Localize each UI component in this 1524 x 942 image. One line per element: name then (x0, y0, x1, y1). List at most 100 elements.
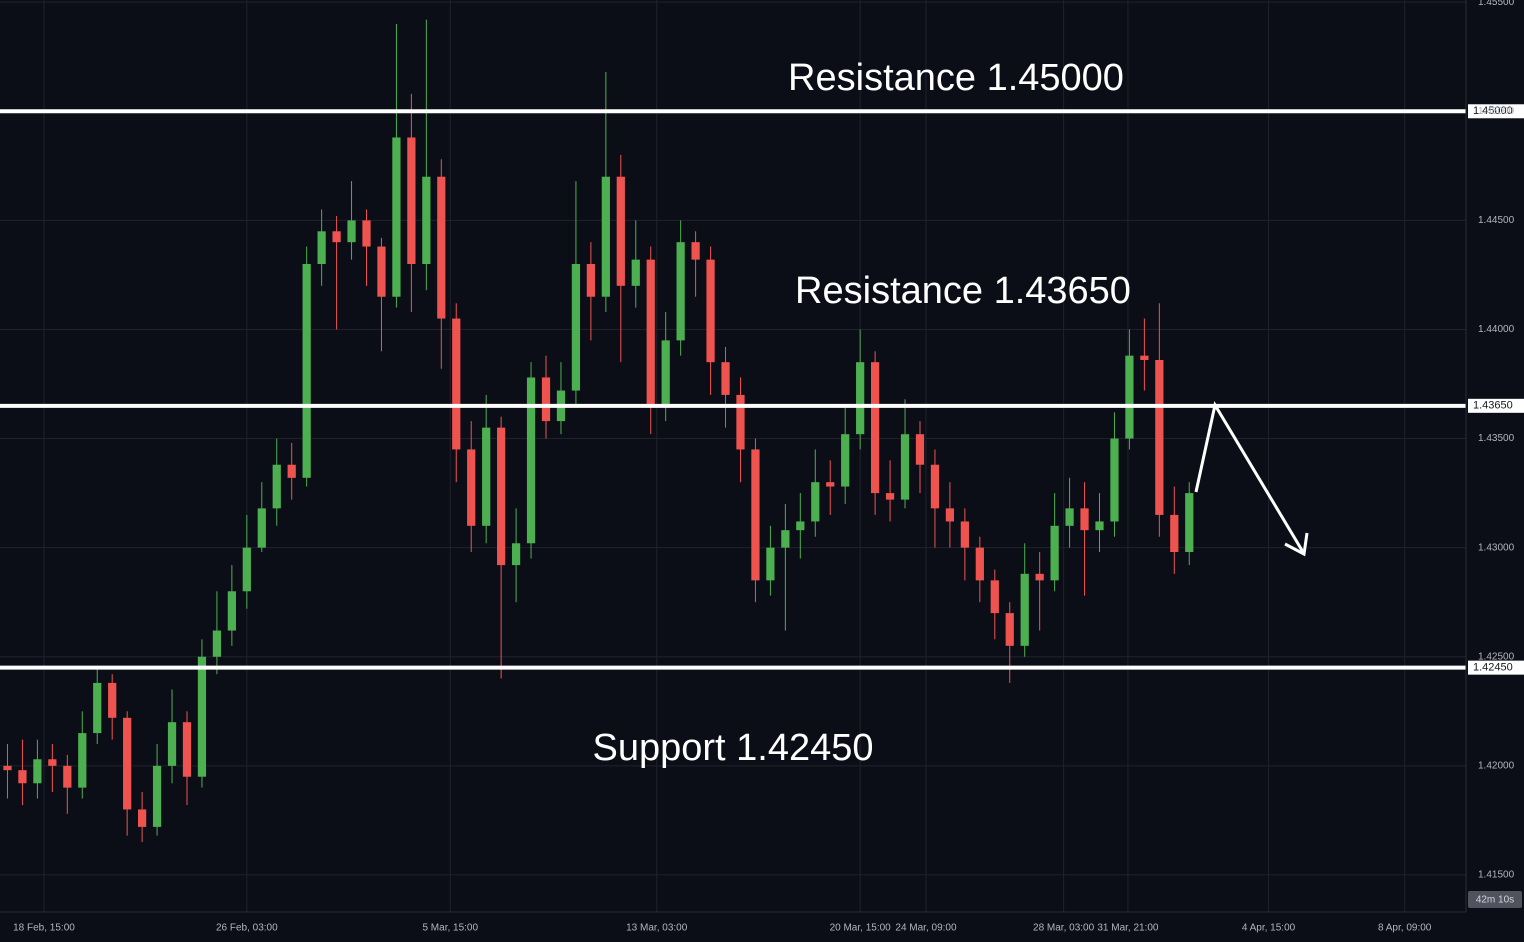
candle-body (212, 630, 222, 657)
projection-arrow (1194, 400, 1305, 553)
countdown: 42m 10s (1476, 895, 1514, 906)
candle-body (287, 464, 296, 478)
x-tick-label: 31 Mar, 21:00 (1097, 923, 1159, 934)
y-tick-label: 1.45500 (1478, 0, 1515, 8)
candles (3, 19, 1194, 843)
candle-body (63, 765, 72, 788)
candle-body (661, 340, 670, 406)
candle-body (1110, 438, 1119, 522)
candle-body (347, 220, 356, 243)
level-annotation: Support 1.42450 (592, 727, 873, 769)
candle-body (332, 231, 341, 243)
levels: 1.45000 Resistance 1.45000 1.43650 Resistan… (0, 57, 1524, 769)
x-tick-label: 4 Apr, 15:00 (1242, 923, 1296, 934)
candle-body (960, 521, 969, 548)
candle-body (197, 656, 207, 777)
candle-body (3, 765, 12, 771)
candle-body (257, 508, 266, 548)
candle-body (571, 264, 581, 391)
candle-body (1035, 573, 1044, 581)
x-tick-label: 13 Mar, 03:00 (626, 923, 688, 934)
candle-body (900, 434, 910, 500)
candle-body (377, 246, 386, 297)
candle-body (137, 809, 147, 827)
countdown-box (1468, 891, 1522, 908)
candle-body (856, 362, 865, 435)
candle-body (182, 722, 192, 777)
x-tick-label: 20 Mar, 15:00 (830, 923, 892, 934)
candle-body (736, 394, 745, 450)
candle-body (93, 682, 102, 734)
candle-body (362, 220, 371, 247)
level-label-box (1468, 398, 1524, 413)
candle-body (1170, 514, 1179, 552)
candle-body (78, 733, 87, 788)
candle-body (586, 264, 596, 297)
candle-body (452, 318, 461, 450)
candle-body (915, 434, 925, 465)
level-annotation: Resistance 1.45000 (788, 57, 1124, 99)
level-annotation: Resistance 1.43650 (795, 270, 1131, 312)
candle-body (691, 242, 700, 260)
y-tick-label: 1.43000 (1478, 542, 1515, 553)
candle-body (601, 176, 610, 297)
candle-body (841, 434, 850, 487)
candle-body (751, 449, 760, 581)
x-tick-label: 28 Mar, 03:00 (1033, 923, 1095, 934)
candle-body (467, 449, 476, 526)
y-tick-label: 1.44500 (1478, 215, 1515, 226)
candle-body (646, 259, 655, 406)
candle-body (167, 722, 177, 766)
level-axis-label: 1.42450 (1473, 662, 1513, 674)
candle-body (945, 508, 955, 522)
candle-body (18, 770, 27, 784)
candle-body (541, 377, 551, 422)
x-tick-label: 26 Feb, 03:00 (216, 923, 278, 934)
candle-body (1080, 508, 1089, 531)
candle-body (796, 521, 805, 531)
candle-body (1155, 360, 1164, 515)
candle-body (497, 427, 506, 566)
axes: 1.41500 1.42000 1.42500 1.43000 1.43500 1.440… (13, 0, 1514, 934)
candle-body (48, 759, 57, 766)
y-tick-label: 1.42500 (1478, 651, 1515, 662)
candle-body (227, 591, 236, 631)
candle-body (272, 464, 281, 509)
level-axis-label: 1.43650 (1473, 400, 1513, 412)
level-label-box (1468, 104, 1524, 119)
candle-body (975, 547, 984, 581)
candle-body (1005, 613, 1014, 646)
candle-body (885, 493, 895, 500)
candle-body (811, 482, 820, 522)
x-tick-label: 18 Feb, 15:00 (13, 923, 75, 934)
candle-body (1065, 508, 1074, 526)
candle-body (482, 427, 491, 526)
candle-body (826, 482, 835, 487)
candle-body (990, 580, 999, 614)
candle-body (242, 547, 251, 592)
candle-body (123, 717, 132, 810)
arrow-head (1284, 532, 1309, 557)
candle-body (706, 259, 715, 363)
candle-body (152, 765, 162, 827)
candle-body (721, 362, 730, 395)
x-tick-label: 5 Mar, 15:00 (422, 923, 478, 934)
candle-body (1185, 493, 1194, 552)
candle-body (616, 176, 625, 286)
candle-body (631, 259, 640, 286)
candle-body (437, 176, 446, 319)
level-label-box (1468, 660, 1524, 675)
candle-body (676, 242, 685, 341)
candle-body (1140, 355, 1149, 360)
level-axis-label: 1.45000 (1473, 105, 1513, 117)
candle-body (1020, 573, 1029, 646)
x-tick-label: 8 Apr, 09:00 (1378, 923, 1432, 934)
candle-body (526, 377, 536, 544)
candle-body (302, 264, 311, 478)
candle-body (392, 137, 401, 297)
candle-body (1125, 355, 1134, 439)
grid (0, 0, 1466, 912)
